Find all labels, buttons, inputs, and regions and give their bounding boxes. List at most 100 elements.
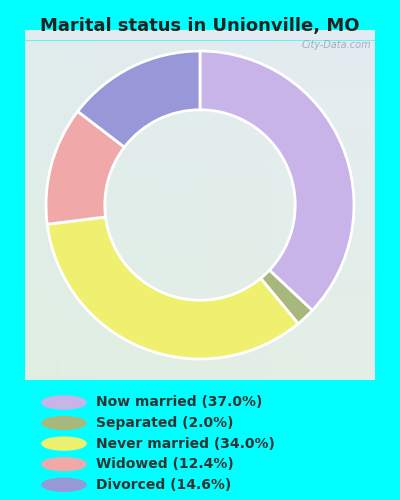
Bar	[25, 263, 375, 264]
Bar	[228, 30, 230, 380]
Bar	[106, 30, 107, 380]
Bar	[42, 30, 44, 380]
Bar	[249, 30, 251, 380]
Bar	[368, 30, 370, 380]
Bar	[25, 336, 375, 338]
Bar	[312, 30, 314, 380]
Bar	[25, 314, 375, 316]
Bar	[25, 333, 375, 334]
Bar	[25, 118, 375, 119]
Bar	[25, 56, 375, 58]
Circle shape	[42, 396, 86, 409]
Bar	[314, 30, 316, 380]
Bar	[134, 30, 135, 380]
Bar	[69, 30, 70, 380]
Bar	[25, 368, 375, 370]
Bar	[300, 30, 302, 380]
Bar	[126, 30, 128, 380]
Bar	[25, 124, 375, 126]
Bar	[25, 44, 375, 46]
Bar	[27, 30, 28, 380]
Bar	[307, 30, 308, 380]
Bar	[335, 30, 336, 380]
Bar	[25, 184, 375, 186]
Bar	[191, 30, 193, 380]
Bar	[25, 228, 375, 230]
Bar	[284, 30, 286, 380]
Bar	[154, 30, 156, 380]
Bar	[25, 329, 375, 331]
Bar	[56, 30, 58, 380]
Bar	[308, 30, 310, 380]
Bar	[25, 51, 375, 52]
Bar	[25, 102, 375, 104]
Bar	[25, 130, 375, 132]
Bar	[179, 30, 181, 380]
Bar	[25, 154, 375, 156]
Bar	[148, 30, 149, 380]
Bar	[261, 30, 263, 380]
Bar	[324, 30, 326, 380]
Bar	[242, 30, 244, 380]
Bar	[107, 30, 109, 380]
Bar	[25, 338, 375, 340]
Bar	[25, 32, 375, 34]
Bar	[202, 30, 204, 380]
Bar	[167, 30, 168, 380]
Bar	[97, 30, 98, 380]
Bar	[25, 172, 375, 174]
Bar	[51, 30, 53, 380]
Bar	[32, 30, 34, 380]
Bar	[170, 30, 172, 380]
Bar	[342, 30, 344, 380]
Bar	[25, 146, 375, 147]
Bar	[83, 30, 84, 380]
Bar	[25, 177, 375, 179]
Bar	[25, 294, 375, 296]
Bar	[244, 30, 246, 380]
Bar	[25, 252, 375, 254]
Bar	[25, 165, 375, 166]
Bar	[25, 76, 375, 77]
Bar	[25, 48, 375, 50]
Bar	[298, 30, 300, 380]
Bar	[275, 30, 277, 380]
Bar	[25, 160, 375, 161]
Bar	[46, 30, 48, 380]
Bar	[25, 88, 375, 90]
Bar	[373, 30, 375, 380]
Bar	[34, 30, 36, 380]
Text: Separated (2.0%): Separated (2.0%)	[96, 416, 234, 430]
Bar	[118, 30, 120, 380]
Bar	[25, 219, 375, 221]
Bar	[25, 278, 375, 280]
Bar	[254, 30, 256, 380]
Bar	[25, 176, 375, 177]
Bar	[224, 30, 226, 380]
Bar	[321, 30, 322, 380]
Bar	[25, 242, 375, 244]
Bar	[25, 194, 375, 196]
Bar	[25, 268, 375, 270]
Bar	[25, 68, 375, 70]
Bar	[25, 54, 375, 56]
Bar	[25, 247, 375, 248]
Bar	[116, 30, 118, 380]
Bar	[28, 30, 30, 380]
Bar	[25, 174, 375, 176]
Bar	[25, 158, 375, 160]
Bar	[25, 122, 375, 124]
Bar	[25, 62, 375, 63]
Bar	[92, 30, 93, 380]
Bar	[25, 156, 375, 158]
Bar	[25, 245, 375, 247]
Bar	[25, 46, 375, 48]
Circle shape	[42, 437, 86, 450]
Bar	[190, 30, 191, 380]
Bar	[25, 328, 375, 329]
Bar	[86, 30, 88, 380]
Bar	[142, 30, 144, 380]
Bar	[331, 30, 333, 380]
Bar	[347, 30, 349, 380]
Bar	[78, 30, 79, 380]
